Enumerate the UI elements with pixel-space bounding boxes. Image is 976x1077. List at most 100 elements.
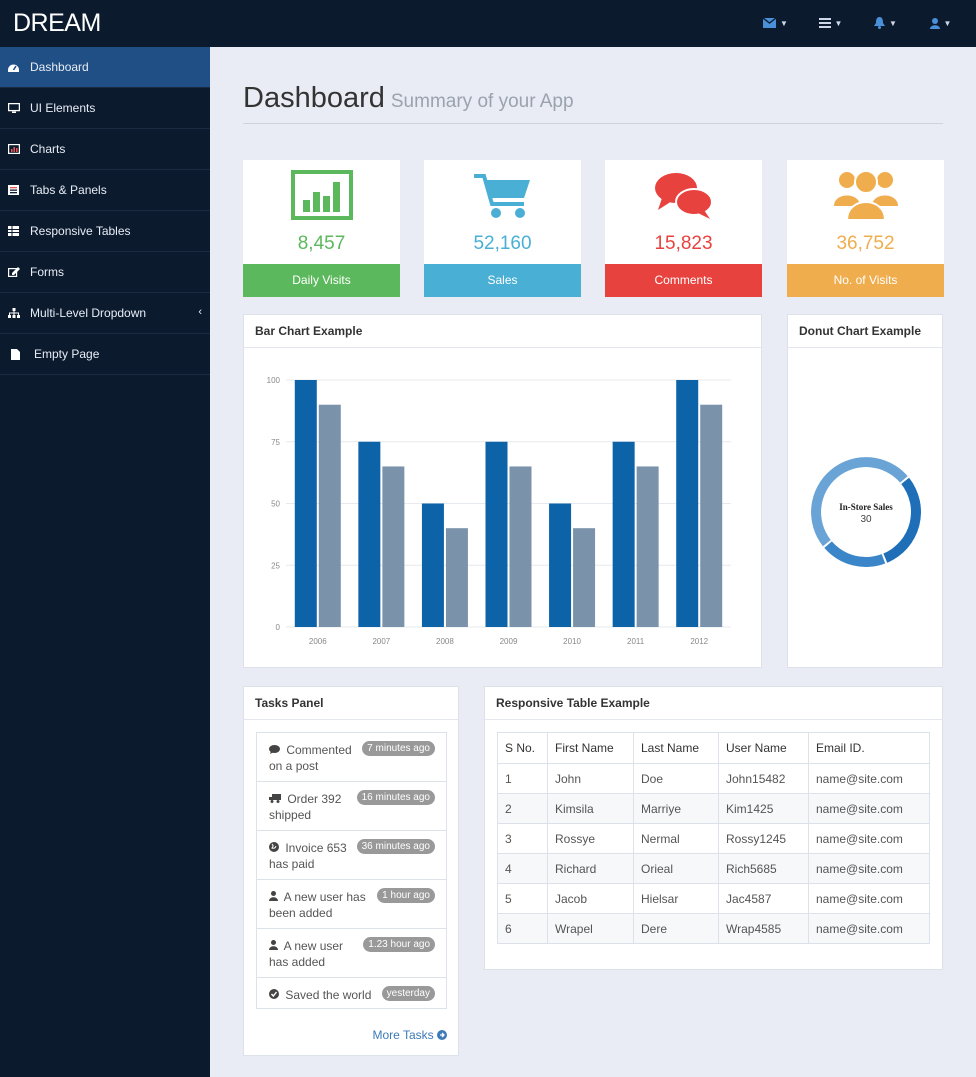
panel-title: Donut Chart Example — [788, 315, 942, 348]
table-row[interactable]: 6 Wrapel Dere Wrap4585 name@site.com — [497, 913, 930, 944]
chart-icon — [8, 144, 26, 154]
task-text: A new user has — [283, 890, 366, 904]
sidebar-item-empty-page[interactable]: Empty Page — [0, 334, 210, 375]
x-tick-label: 2008 — [436, 637, 454, 646]
bar-2006-series1 — [294, 380, 317, 627]
panel-title: Bar Chart Example — [244, 315, 761, 348]
task-text: A new user — [283, 939, 344, 953]
table-cell: Kim1425 — [718, 793, 809, 824]
bar-2009-series2 — [509, 466, 532, 627]
brand-logo[interactable]: DREAM — [13, 9, 101, 37]
table-row[interactable]: 4 Richard Orieal Rich5685 name@site.com — [497, 853, 930, 884]
task-text-cont: been added — [269, 906, 333, 920]
sidebar-item-ui-elements[interactable]: UI Elements — [0, 88, 210, 129]
task-time-badge: 7 minutes ago — [362, 741, 435, 756]
sidebar-item-label: Dashboard — [30, 60, 89, 74]
user-dropdown[interactable]: ▼ — [913, 14, 968, 32]
table-row[interactable]: 2 Kimsila Marriye Kim1425 name@site.com — [497, 793, 930, 824]
task-time-badge: 1 hour ago — [377, 888, 435, 903]
table-cell: John — [547, 763, 634, 794]
stat-label: Daily Visits — [243, 264, 400, 297]
sidebar-item-label: Tabs & Panels — [30, 183, 107, 197]
column-header[interactable]: First Name — [547, 732, 634, 764]
task-item[interactable]: A new user has been added 1 hour ago — [256, 879, 447, 928]
sidebar-item-charts[interactable]: Charts — [0, 129, 210, 170]
table-cell: name@site.com — [808, 853, 930, 884]
page-subtitle: Summary of your App — [390, 91, 574, 112]
task-list: Commented on a post 7 minutes ago Order … — [256, 732, 447, 1009]
stat-value: 8,457 — [297, 233, 346, 254]
file-icon — [8, 348, 26, 360]
y-tick-label: 100 — [267, 376, 281, 385]
bar-2010-series2 — [573, 528, 596, 627]
donut-center-value: 30 — [860, 514, 872, 525]
bell-icon — [874, 17, 886, 29]
column-header[interactable]: Last Name — [633, 732, 719, 764]
table-row[interactable]: 3 Rossye Nermal Rossy1245 name@site.com — [497, 823, 930, 854]
tasks-panel: Tasks Panel Commented on a post 7 minute… — [243, 686, 459, 1056]
alerts-dropdown[interactable]: ▼ — [858, 14, 913, 32]
table-row[interactable]: 5 Jacob Hielsar Jac4587 name@site.com — [497, 883, 930, 914]
donut-segment-1[interactable] — [883, 477, 921, 563]
table-cell: Wrapel — [547, 913, 634, 944]
data-table: S No. First Name Last Name User Name Ema… — [497, 732, 930, 944]
donut-segment-3[interactable] — [811, 457, 908, 547]
bar-2012-series2 — [700, 404, 723, 627]
table-cell: Rich5685 — [718, 853, 809, 884]
sidebar-item-forms[interactable]: Forms — [0, 252, 210, 293]
table-cell: Richard — [547, 853, 634, 884]
bar-chart-panel: Bar Chart Example 0 25 50 75 100 2006 2007 2008… — [243, 314, 762, 668]
task-text-cont: on a post — [269, 759, 319, 773]
task-item[interactable]: Commented on a post 7 minutes ago — [256, 732, 447, 781]
donut-chart: In-Store Sales 30 — [811, 457, 921, 567]
caret-down-icon: ▼ — [889, 18, 897, 28]
task-text-cont: has added — [269, 955, 326, 969]
user-icon — [269, 940, 278, 950]
tasks-dropdown[interactable]: ▼ — [803, 14, 858, 32]
responsive-table-panel: Responsive Table Example S No. First Nam… — [484, 686, 943, 970]
comment-icon — [269, 745, 280, 754]
column-header[interactable]: User Name — [718, 732, 809, 764]
donut-segment-2[interactable] — [824, 541, 886, 567]
stat-card-sales[interactable]: 52,160 Sales — [424, 160, 581, 297]
task-text: Saved the world — [285, 988, 372, 1002]
stat-label: Sales — [424, 264, 581, 297]
panel-title: Responsive Table Example — [485, 687, 942, 720]
task-item[interactable]: Invoice 653 has paid 36 minutes ago — [256, 830, 447, 879]
more-tasks-label: More Tasks — [372, 1028, 434, 1042]
sidebar-item-dashboard[interactable]: Dashboard — [0, 47, 210, 88]
task-time-badge: 1.23 hour ago — [363, 937, 435, 952]
column-header[interactable]: S No. — [497, 732, 548, 764]
column-header[interactable]: Email ID. — [808, 732, 930, 764]
user-icon — [269, 891, 278, 901]
stat-card-visits[interactable]: 36,752 No. of Visits — [787, 160, 944, 297]
check-circle-icon — [269, 989, 279, 999]
sidebar-item-tabs-panels[interactable]: Tabs & Panels — [0, 170, 210, 211]
table-cell: Marriye — [633, 793, 719, 824]
table-cell: name@site.com — [808, 883, 930, 914]
more-tasks-link[interactable]: More Tasks — [373, 1028, 447, 1042]
task-time-badge: 16 minutes ago — [356, 790, 435, 805]
x-tick-label: 2012 — [690, 637, 708, 646]
stat-card-comments[interactable]: 15,823 Comments — [605, 160, 762, 297]
x-tick-label: 2011 — [627, 637, 645, 646]
task-item[interactable]: Order 392 shipped 16 minutes ago — [256, 781, 447, 830]
edit-icon — [8, 267, 26, 277]
task-item[interactable]: A new user has added 1.23 hour ago — [256, 928, 447, 977]
dashboard-icon — [8, 62, 26, 72]
sidebar-item-label: Responsive Tables — [30, 224, 131, 238]
sidebar-item-responsive-tables[interactable]: Responsive Tables — [0, 211, 210, 252]
bar-2008-series2 — [445, 528, 468, 627]
task-item[interactable]: Saved the world yesterday — [256, 977, 447, 1009]
sidebar-item-label: Forms — [30, 265, 64, 279]
bar-2008-series1 — [421, 503, 444, 627]
table-cell: name@site.com — [808, 823, 930, 854]
stat-card-daily-visits[interactable]: 8,457 Daily Visits — [243, 160, 400, 297]
table-header-row: S No. First Name Last Name User Name Ema… — [497, 732, 930, 764]
table-cell: 2 — [497, 793, 548, 824]
table-row[interactable]: 1 John Doe John15482 name@site.com — [497, 763, 930, 794]
table-cell: John15482 — [718, 763, 809, 794]
sidebar-item-multi-level-dropdown[interactable]: Multi-Level Dropdown ‹ — [0, 293, 210, 334]
table-cell: 6 — [497, 913, 548, 944]
messages-dropdown[interactable]: ▼ — [748, 14, 803, 32]
